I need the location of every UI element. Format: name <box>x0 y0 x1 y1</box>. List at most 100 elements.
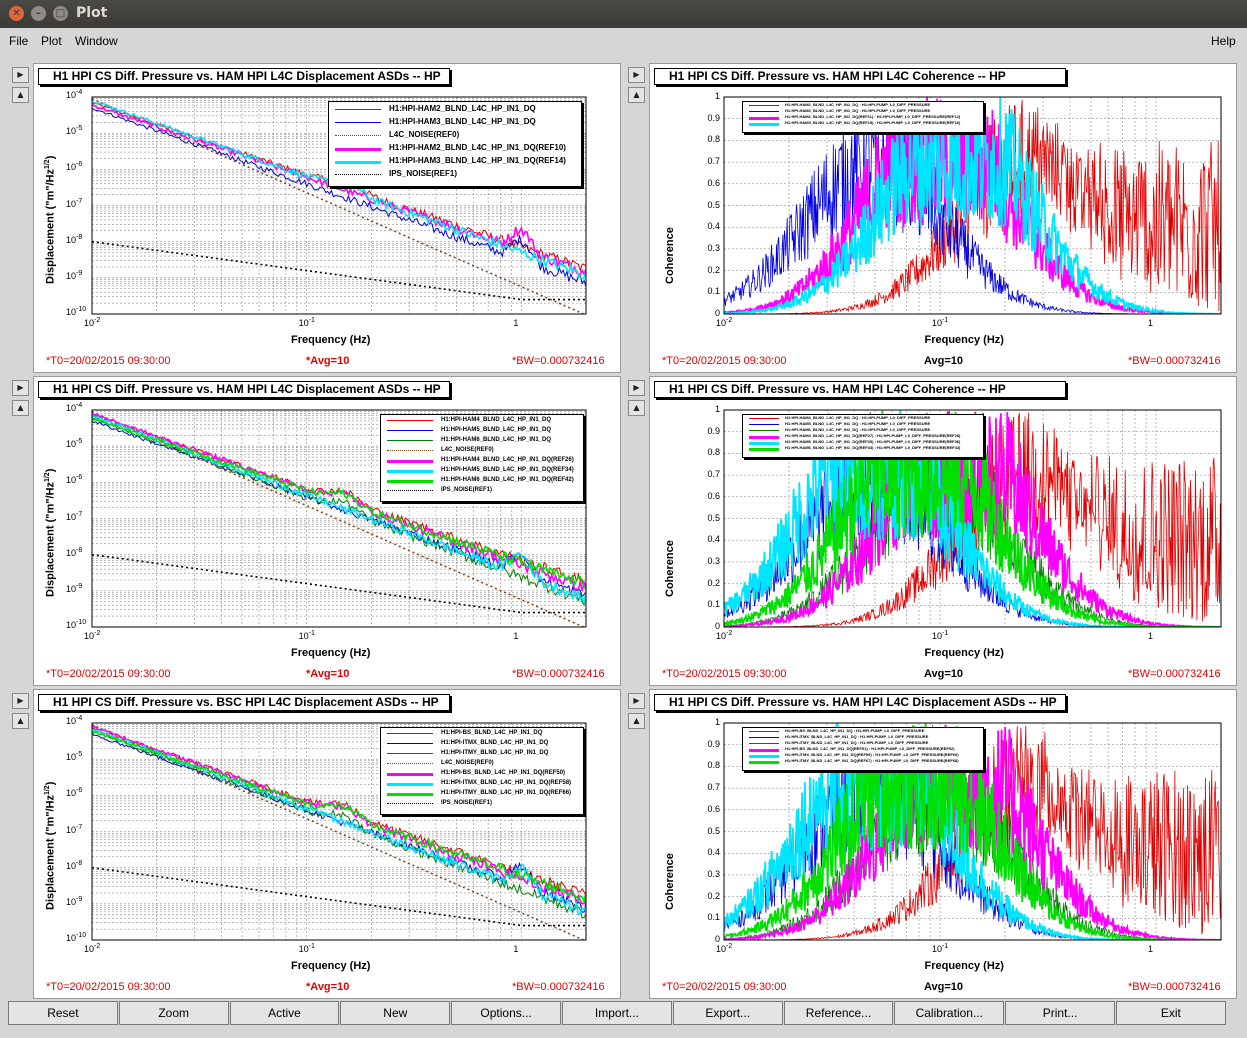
legend-entry: H1:HPI-HAM2_BLND_L4C_HP_IN1_DQ(REF11) : … <box>743 114 983 120</box>
pad-next-button[interactable]: ▶ <box>628 67 645 83</box>
series-line <box>724 410 1221 627</box>
legend-swatch <box>749 117 779 120</box>
plot-pad[interactable]: 10-2 10-1 1 1 0.9 0.8 0.7 0.6 0.5 0.4 0.3 0.2 0.1 0 Fr… <box>649 63 1237 373</box>
pad-next-button[interactable]: ▶ <box>628 380 645 396</box>
x-tick-exponent: -2 <box>726 317 733 324</box>
x-axis-label: Frequency (Hz) <box>291 647 371 659</box>
x-tick-base: 10 <box>84 631 95 641</box>
x-tick-label: 10-1 <box>932 630 948 641</box>
plot-title: H1 HPI CS Diff. Pressure vs. HAM HPI L4C… <box>654 68 1066 85</box>
pad-next-button[interactable]: ▶ <box>12 693 29 709</box>
menu-help[interactable]: Help <box>1211 34 1236 48</box>
y-tick-base: 10 <box>66 90 77 100</box>
x-tick-base: 10 <box>931 318 942 328</box>
minimize-window-button[interactable]: – <box>31 6 46 21</box>
button-exit[interactable]: Exit <box>1116 1001 1226 1025</box>
close-window-button[interactable]: ✕ <box>9 6 24 21</box>
legend-label: H1:HPI-HAM3_BLND_L4C_HP_IN1_DQ : H1:HPI-… <box>785 108 931 113</box>
x-tick-base: 10 <box>84 318 95 328</box>
series-line <box>92 240 586 301</box>
legend-entry: H1:HPI-HAM4_BLND_L4C_HP_IN1_DQ : H1:HPI-… <box>743 415 983 421</box>
y-tick-label: 0.2 <box>707 577 720 588</box>
button-calibration[interactable]: Calibration... <box>894 1001 1005 1025</box>
maximize-window-button[interactable]: □ <box>53 6 68 21</box>
button-export[interactable]: Export... <box>672 1001 783 1025</box>
x-axis-label: Frequency (Hz) <box>291 334 371 346</box>
legend-label: H1:HPI-HAM3_BLND_L4C_HP_IN1_DQ <box>389 117 536 126</box>
legend-entry: H1:HPI-HAM4_BLND_L4C_HP_IN1_DQ(REF27) : … <box>743 433 983 439</box>
legend-entry: H1:HPI-HAM6_BLND_L4C_HP_IN1_DQ <box>381 435 583 445</box>
pad-prev-button[interactable]: ▲ <box>12 400 29 416</box>
menu-file[interactable]: File <box>9 34 29 48</box>
x-axis-label: Frequency (Hz) <box>924 334 1004 346</box>
y-tick-label: 0.5 <box>707 825 720 836</box>
plot-legend: H1:HPI-HAM2_BLND_L4C_HP_IN1_DQ H1:HPI-HAM… <box>328 101 582 187</box>
button-active[interactable]: Active <box>229 1001 340 1025</box>
legend-label: H1:HPI-BS_BLND_L4C_HP_IN1_DQ(REF51) : H1… <box>785 746 955 751</box>
pad-prev-button[interactable]: ▲ <box>628 87 645 103</box>
y-tick-label: 0.3 <box>707 555 720 566</box>
button-new[interactable]: New <box>340 1001 451 1025</box>
plot-pad[interactable]: 10-2 10-1 1 10-4 10-5 10-6 10-7 10-8 10-9 10-10 Fr… <box>33 689 621 999</box>
legend-label: H1:HPI-HAM5_BLND_L4C_HP_IN1_DQ : H1:HPI-… <box>785 421 931 426</box>
legend-swatch <box>387 753 433 754</box>
legend-entry: IPS_NOISE(REF1) <box>381 485 583 495</box>
title-bar: ✕ – □ Plot <box>0 0 1247 28</box>
button-reset[interactable]: Reset <box>8 1001 118 1025</box>
legend-swatch <box>387 480 433 483</box>
y-axis-label-text: Displacement ("m"/Hz <box>44 482 57 597</box>
legend-entry: H1:HPI-ITMX_BLND_L4C_HP_IN1_DQ : H1:HPI-… <box>743 734 983 740</box>
legend-entry: H1:HPI-BS_BLND_L4C_HP_IN1_DQ : H1:HPI-PU… <box>743 728 983 734</box>
pad-prev-button[interactable]: ▲ <box>628 400 645 416</box>
y-tick-label: 0.1 <box>707 912 720 923</box>
button-options[interactable]: Options... <box>451 1001 561 1025</box>
x-tick-base: 1 <box>1147 944 1153 954</box>
y-tick-label: 10-7 <box>66 511 82 522</box>
x-tick-label: 10-2 <box>84 317 100 328</box>
y-tick-exponent: -9 <box>76 582 83 590</box>
legend-label: H1:HPI-HAM4_BLND_L4C_HP_IN1_DQ : H1:HPI-… <box>785 415 931 420</box>
legend-swatch <box>749 436 779 439</box>
pad-prev-button[interactable]: ▲ <box>12 713 29 729</box>
y-tick-base: 10 <box>66 620 77 630</box>
legend-swatch <box>749 755 779 758</box>
x-tick-label: 1 <box>1148 943 1153 954</box>
pad-prev-button[interactable]: ▲ <box>12 87 29 103</box>
y-tick-label: 0.1 <box>707 599 720 610</box>
button-reference[interactable]: Reference... <box>783 1001 894 1025</box>
menu-window[interactable]: Window <box>75 34 118 48</box>
y-tick-label: 0.5 <box>707 199 720 210</box>
y-tick-exponent: -9 <box>76 269 83 277</box>
legend-label: H1:HPI-HAM3_BLND_L4C_HP_IN1_DQ(REF15) : … <box>785 120 961 125</box>
pad-prev-button[interactable]: ▲ <box>628 713 645 729</box>
y-tick-label: 0.1 <box>707 286 720 297</box>
legend-label: H1:HPI-HAM5_BLND_L4C_HP_IN1_DQ <box>441 427 552 433</box>
x-tick-exponent: -1 <box>942 630 949 637</box>
plot-pad[interactable]: 10-2 10-1 1 1 0.9 0.8 0.7 0.6 0.5 0.4 0.3 0.2 0.1 0 Fr… <box>649 376 1237 686</box>
button-print[interactable]: Print... <box>1005 1001 1115 1025</box>
x-tick-base: 10 <box>716 318 727 328</box>
plot-pad[interactable]: 10-2 10-1 1 10-4 10-5 10-6 10-7 10-8 10-9 10-10 Fr… <box>33 376 621 686</box>
pad-next-button[interactable]: ▶ <box>12 67 29 83</box>
pad-next-button[interactable]: ▶ <box>12 380 29 396</box>
button-import[interactable]: Import... <box>562 1001 672 1025</box>
legend-swatch <box>749 737 779 738</box>
x-tick-base: 10 <box>931 631 942 641</box>
plot-legend: H1:HPI-BS_BLND_L4C_HP_IN1_DQ : H1:HPI-PU… <box>742 727 984 771</box>
x-tick-label: 10-2 <box>84 630 100 641</box>
legend-entry: H1:HPI-HAM5_BLND_L4C_HP_IN1_DQ(REF34) <box>381 465 583 475</box>
menu-plot[interactable]: Plot <box>41 34 62 48</box>
plot-legend: H1:HPI-BS_BLND_L4C_HP_IN1_DQ H1:HPI-ITMX_… <box>380 727 584 815</box>
button-zoom[interactable]: Zoom <box>118 1001 229 1025</box>
start-time-label: *T0=20/02/2015 09:30:00 <box>662 355 787 367</box>
y-tick-label: 0.7 <box>707 156 720 167</box>
plot-pad[interactable]: 10-2 10-1 1 1 0.9 0.8 0.7 0.6 0.5 0.4 0.3 0.2 0.1 0 Fr… <box>649 689 1237 999</box>
y-tick-label: 0 <box>714 621 720 631</box>
legend-swatch <box>749 123 779 126</box>
plot-pad[interactable]: 10-2 10-1 1 10-4 10-5 10-6 10-7 10-8 10-9 10-10 Fr… <box>33 63 621 373</box>
plot-legend: H1:HPI-HAM4_BLND_L4C_HP_IN1_DQ : H1:HPI-… <box>742 414 984 458</box>
y-tick-label: 0.7 <box>707 782 720 793</box>
plot-canvas[interactable] <box>650 64 1236 372</box>
pad-next-button[interactable]: ▶ <box>628 693 645 709</box>
legend-entry: H1:HPI-HAM5_BLND_L4C_HP_IN1_DQ : H1:HPI-… <box>743 421 983 427</box>
